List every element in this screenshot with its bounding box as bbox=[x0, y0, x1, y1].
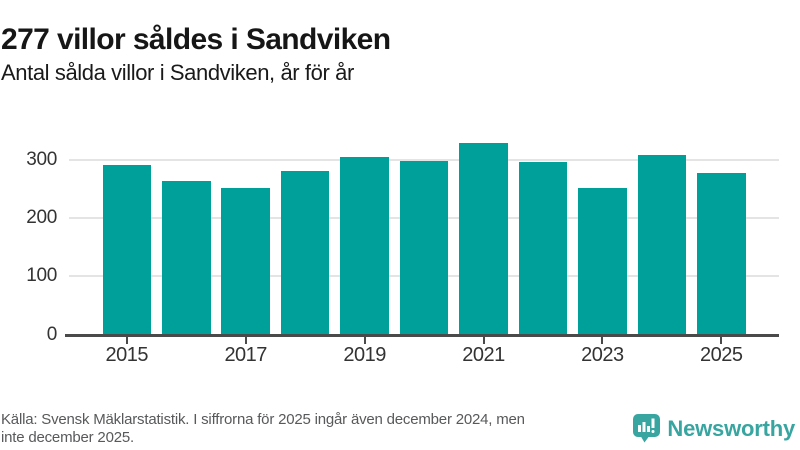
y-axis-tick-label: 300 bbox=[26, 148, 57, 170]
bar-2017[interactable] bbox=[221, 187, 270, 335]
x-axis-line bbox=[65, 334, 779, 337]
x-axis-tick bbox=[601, 337, 604, 344]
x-axis-tick bbox=[244, 337, 247, 344]
y-axis-tick-label: 100 bbox=[26, 265, 57, 287]
x-axis-tick-label: 2025 bbox=[700, 344, 743, 366]
newsworthy-bubble-chart-icon bbox=[633, 414, 661, 443]
bar-2015[interactable] bbox=[102, 165, 152, 335]
source-note-line1: Källa: Svensk Mäklarstatistik. I siffror… bbox=[1, 411, 525, 428]
gridline-300 bbox=[69, 158, 779, 161]
newsworthy-logo[interactable]: Newsworthy bbox=[633, 414, 795, 443]
y-axis-tick-label: 0 bbox=[46, 323, 58, 345]
bar-2020[interactable] bbox=[399, 160, 449, 335]
bar-2016[interactable] bbox=[161, 181, 211, 335]
x-axis-tick-label: 2019 bbox=[343, 344, 386, 366]
x-axis-tick-label: 2021 bbox=[462, 344, 505, 366]
x-axis-tick-label: 2015 bbox=[105, 344, 149, 366]
x-axis-tick-label: 2017 bbox=[224, 344, 267, 366]
source-note: Källa: Svensk Mäklarstatistik. I siffror… bbox=[1, 411, 637, 447]
page-title: 277 villor såldes i Sandviken bbox=[1, 23, 391, 57]
x-axis-tick bbox=[125, 337, 128, 344]
bar-2023[interactable] bbox=[578, 188, 627, 335]
x-axis-tick bbox=[482, 337, 485, 344]
bar-2025[interactable] bbox=[697, 172, 746, 335]
chart-subtitle: Antal sålda villor i Sandviken, år för å… bbox=[1, 60, 354, 85]
x-axis-tick bbox=[720, 337, 723, 344]
x-axis-tick-label: 2023 bbox=[581, 344, 624, 366]
newsworthy-wordmark: Newsworthy bbox=[667, 416, 795, 441]
bar-2024[interactable] bbox=[637, 155, 687, 335]
bar-2019[interactable] bbox=[340, 157, 389, 335]
bar-2022[interactable] bbox=[518, 161, 568, 335]
x-axis-tick bbox=[363, 337, 366, 344]
source-note-line2: inte december 2025. bbox=[1, 429, 134, 446]
bar-2018[interactable] bbox=[280, 170, 330, 335]
y-axis-tick-label: 200 bbox=[26, 206, 57, 228]
bar-2021[interactable] bbox=[459, 143, 508, 335]
